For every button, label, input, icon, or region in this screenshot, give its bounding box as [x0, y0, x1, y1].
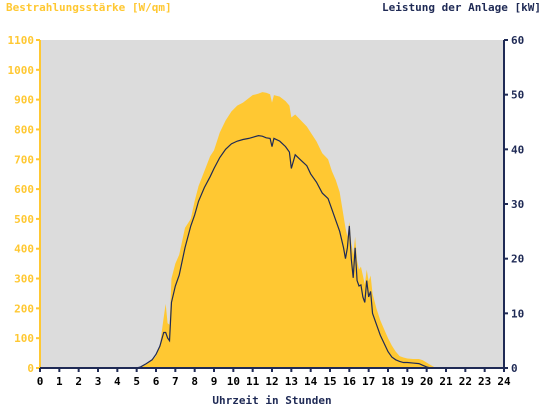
- left-axis-tick-label: 600: [14, 183, 34, 196]
- x-axis-tick-label: 19: [401, 375, 414, 388]
- x-axis-tick-label: 0: [37, 375, 44, 388]
- power-line-series: [40, 135, 504, 369]
- x-axis-tick-label: 7: [172, 375, 179, 388]
- x-axis-tick-label: 20: [420, 375, 433, 388]
- x-axis-title: Uhrzeit in Stunden: [212, 394, 331, 407]
- x-axis-tick-label: 24: [497, 375, 511, 388]
- right-axis-tick-label: 40: [511, 143, 524, 156]
- left-axis-tick-label: 300: [14, 273, 34, 286]
- left-axis-title: Bestrahlungsstärke [W/qm]: [6, 1, 172, 14]
- right-axis-title: Leistung der Anlage [kW]: [382, 1, 541, 14]
- left-axis-tick-label: 500: [14, 213, 34, 226]
- right-axis-tick-label: 50: [511, 89, 524, 102]
- left-axis-tick-label: 400: [14, 243, 34, 256]
- x-axis-tick-label: 9: [211, 375, 218, 388]
- x-axis-tick-label: 13: [285, 375, 298, 388]
- left-axis-tick-label: 1000: [8, 64, 35, 77]
- left-axis-tick-label: 200: [14, 302, 34, 315]
- left-axis-tick-label: 1100: [8, 34, 35, 47]
- x-axis-tick-label: 22: [459, 375, 472, 388]
- x-axis-tick-label: 14: [304, 375, 318, 388]
- x-axis-tick-label: 5: [133, 375, 140, 388]
- x-axis-tick-label: 21: [439, 375, 453, 388]
- irradiance-area-series: [40, 92, 504, 369]
- x-axis-tick-label: 2: [75, 375, 82, 388]
- x-axis-tick-label: 6: [153, 375, 160, 388]
- x-axis-tick-label: 3: [95, 375, 102, 388]
- x-axis-tick-label: 18: [381, 375, 394, 388]
- x-axis-tick-label: 17: [362, 375, 375, 388]
- x-axis-tick-label: 23: [478, 375, 491, 388]
- x-axis-tick-label: 16: [343, 375, 357, 388]
- right-axis-tick-label: 60: [511, 34, 524, 47]
- left-axis-tick-label: 700: [14, 153, 34, 166]
- left-axis-tick-label: 900: [14, 94, 34, 107]
- right-axis-tick-label: 0: [511, 362, 518, 375]
- x-axis-tick-label: 8: [191, 375, 198, 388]
- right-axis-tick-label: 30: [511, 198, 524, 211]
- right-axis-tick-label: 20: [511, 253, 524, 266]
- x-axis-tick-label: 4: [114, 375, 121, 388]
- x-axis-tick-label: 11: [246, 375, 260, 388]
- right-axis-tick-label: 10: [511, 307, 524, 320]
- x-axis-tick-label: 1: [56, 375, 63, 388]
- x-axis-tick-label: 15: [323, 375, 336, 388]
- x-axis-tick-label: 12: [265, 375, 278, 388]
- left-axis-tick-label: 800: [14, 123, 34, 136]
- left-axis-tick-label: 100: [14, 332, 34, 345]
- x-axis-tick-label: 10: [227, 375, 240, 388]
- left-axis-tick-label: 0: [27, 362, 34, 375]
